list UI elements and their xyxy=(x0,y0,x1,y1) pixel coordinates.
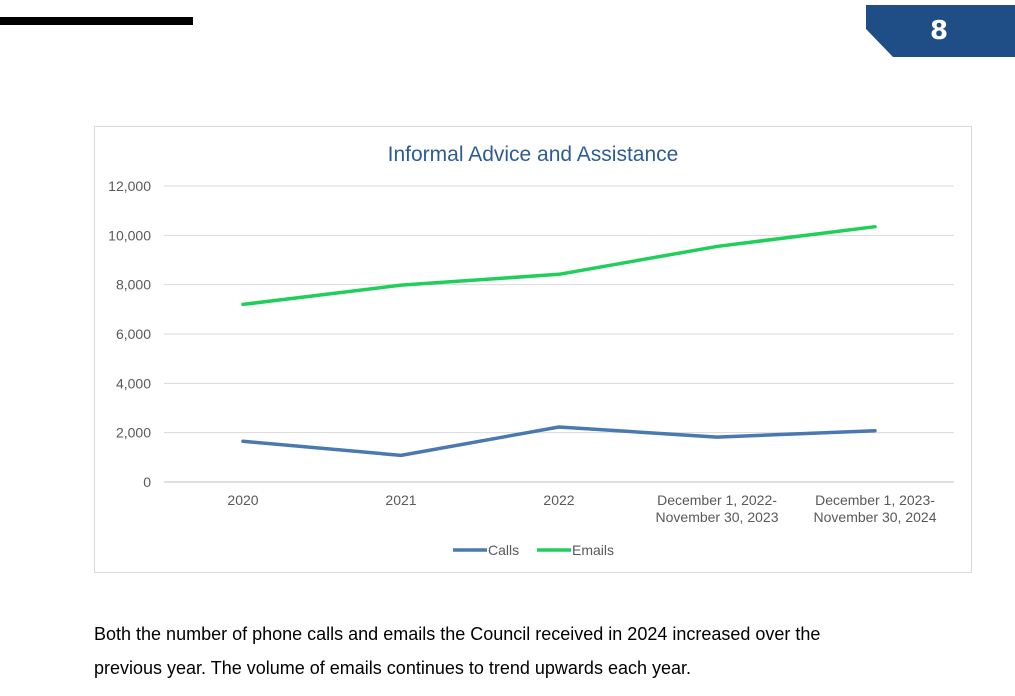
page-number-tab xyxy=(866,5,1015,57)
y-tick-label: 2,000 xyxy=(116,425,151,441)
body-paragraph: Both the number of phone calls and email… xyxy=(94,617,954,685)
y-tick-label: 8,000 xyxy=(116,277,151,293)
chart-frame: Informal Advice and Assistance 0 2,000 4,00… xyxy=(94,126,972,573)
y-tick-label: 12,000 xyxy=(108,178,151,194)
series-line-calls xyxy=(241,425,877,458)
x-tick-label: 2022 xyxy=(543,492,574,508)
body-paragraph-line-1: Both the number of phone calls and email… xyxy=(94,624,821,644)
body-paragraph-line-2: previous year. The volume of emails cont… xyxy=(94,658,691,678)
x-tick-label: December 1, 2022- xyxy=(657,492,777,508)
page-number: 8 xyxy=(929,16,949,46)
chart-title: Informal Advice and Assistance xyxy=(388,143,679,166)
y-tick-label: 10,000 xyxy=(108,227,151,243)
series-line-emails xyxy=(241,224,877,307)
line-chart: Informal Advice and Assistance 0 2,000 4,00… xyxy=(108,143,954,558)
y-tick-label: 6,000 xyxy=(116,326,151,342)
x-tick-label: November 30, 2024 xyxy=(814,509,937,525)
x-tick-label: December 1, 2023- xyxy=(815,492,935,508)
x-tick-label: November 30, 2023 xyxy=(656,509,779,525)
x-tick-label: 2021 xyxy=(385,492,416,508)
x-tick-label: 2020 xyxy=(227,492,258,508)
y-tick-label: 0 xyxy=(143,474,151,490)
y-tick-label: 4,000 xyxy=(116,375,151,391)
legend-label-emails: Emails xyxy=(572,542,614,558)
header-rule xyxy=(0,17,193,25)
legend-label-calls: Calls xyxy=(488,542,519,558)
